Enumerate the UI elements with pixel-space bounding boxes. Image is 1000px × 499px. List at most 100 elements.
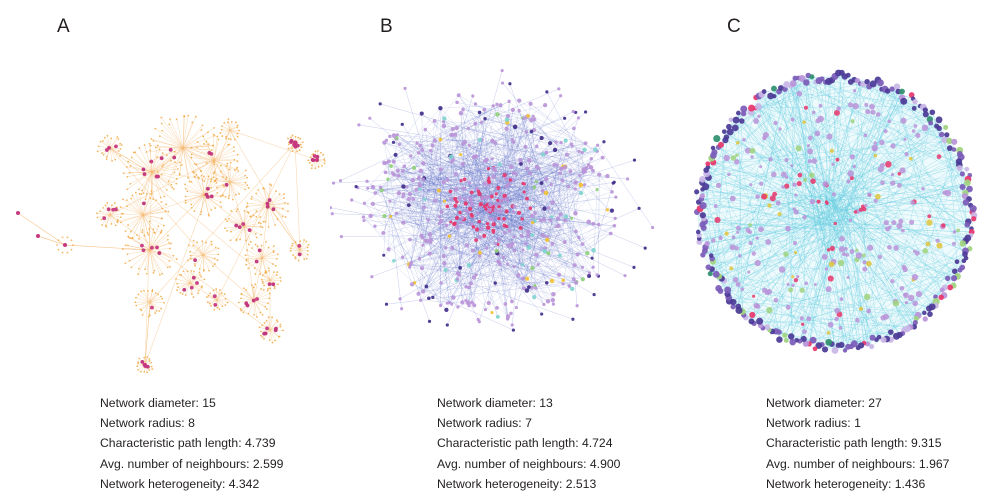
network-edge: [457, 278, 493, 313]
network-node: [557, 253, 562, 258]
network-edge: [851, 119, 940, 199]
network-edge: [142, 214, 161, 234]
network-node: [418, 143, 422, 148]
network-edge: [941, 134, 966, 194]
network-node: [235, 210, 238, 213]
network-edge: [500, 211, 564, 285]
network-node: [849, 154, 855, 160]
network-node: [590, 256, 594, 260]
network-edge: [458, 95, 533, 216]
network-node: [161, 207, 164, 210]
network-node: [819, 76, 825, 82]
network-node: [493, 281, 497, 285]
network-edge: [261, 245, 275, 259]
network-node: [179, 291, 182, 294]
network-node: [111, 204, 113, 207]
network-edge: [831, 107, 924, 218]
network-edge: [367, 108, 441, 189]
network-edge: [419, 183, 432, 240]
network-edge: [457, 217, 533, 236]
network-edge: [109, 147, 121, 150]
network-edge: [268, 270, 271, 281]
network-edge: [267, 184, 271, 206]
network-edge: [699, 208, 819, 346]
network-edge: [764, 91, 904, 102]
network-node: [187, 176, 189, 179]
network-node: [530, 285, 534, 290]
network-node: [696, 239, 703, 245]
network-node: [520, 217, 524, 221]
network-edge: [126, 199, 144, 216]
network-node: [370, 184, 376, 190]
network-node: [250, 284, 253, 287]
network-node: [373, 224, 377, 228]
network-edge: [482, 154, 568, 199]
network-edge: [750, 112, 841, 205]
network-edge: [484, 183, 543, 192]
network-edge: [837, 198, 849, 346]
network-node: [570, 216, 574, 220]
network-node: [789, 338, 796, 346]
network-node: [730, 155, 737, 161]
network-edge: [452, 95, 473, 160]
network-edge: [138, 249, 151, 269]
network-edge: [562, 168, 584, 284]
network-node: [855, 317, 860, 323]
stat-radius: Network radius: 1: [766, 416, 861, 431]
network-edge: [182, 135, 215, 149]
network-edge: [816, 153, 960, 221]
network-node: [291, 150, 294, 153]
network-node: [140, 290, 143, 293]
network-node: [223, 121, 226, 124]
network-edge: [419, 188, 483, 199]
network-edge: [452, 247, 549, 302]
network-node: [213, 170, 216, 173]
network-edge: [411, 235, 529, 263]
network-node: [391, 159, 396, 164]
network-node: [502, 217, 506, 221]
network-edge: [550, 165, 558, 221]
network-edge: [122, 199, 144, 216]
network-edge: [784, 196, 854, 336]
network-edge: [500, 211, 553, 244]
network-node: [549, 278, 555, 284]
network-node: [155, 310, 158, 312]
network-node: [522, 182, 526, 186]
network-edge: [176, 282, 191, 291]
network-node: [767, 92, 774, 100]
network-edge: [393, 211, 491, 262]
network-edge: [451, 235, 529, 305]
network-edge: [738, 113, 743, 312]
network-edge: [418, 268, 423, 294]
network-edge: [421, 128, 453, 151]
network-edge: [393, 174, 545, 209]
network-node: [215, 178, 218, 180]
network-edge: [570, 171, 576, 214]
network-node: [831, 162, 835, 166]
network-node: [550, 200, 555, 205]
network-node: [512, 204, 517, 209]
network-edge: [261, 251, 274, 259]
network-node: [152, 198, 155, 201]
network-node: [807, 135, 813, 141]
network-node: [119, 142, 122, 145]
network-node: [190, 153, 193, 156]
network-edge: [464, 152, 583, 199]
network-node: [508, 164, 514, 170]
network-node: [470, 300, 474, 305]
network-edge: [142, 197, 151, 216]
network-node: [141, 248, 146, 253]
network-node: [260, 288, 263, 290]
network-edge: [887, 90, 963, 244]
network-node: [462, 177, 467, 182]
network-edge: [425, 129, 450, 303]
network-node: [132, 151, 135, 154]
network-node: [829, 245, 836, 252]
network-node: [213, 309, 216, 311]
network-edge: [527, 116, 613, 193]
network-edge: [702, 76, 813, 183]
network-edge: [828, 186, 963, 202]
network-edge: [506, 143, 572, 187]
network-node: [837, 259, 845, 267]
network-node: [184, 199, 187, 202]
